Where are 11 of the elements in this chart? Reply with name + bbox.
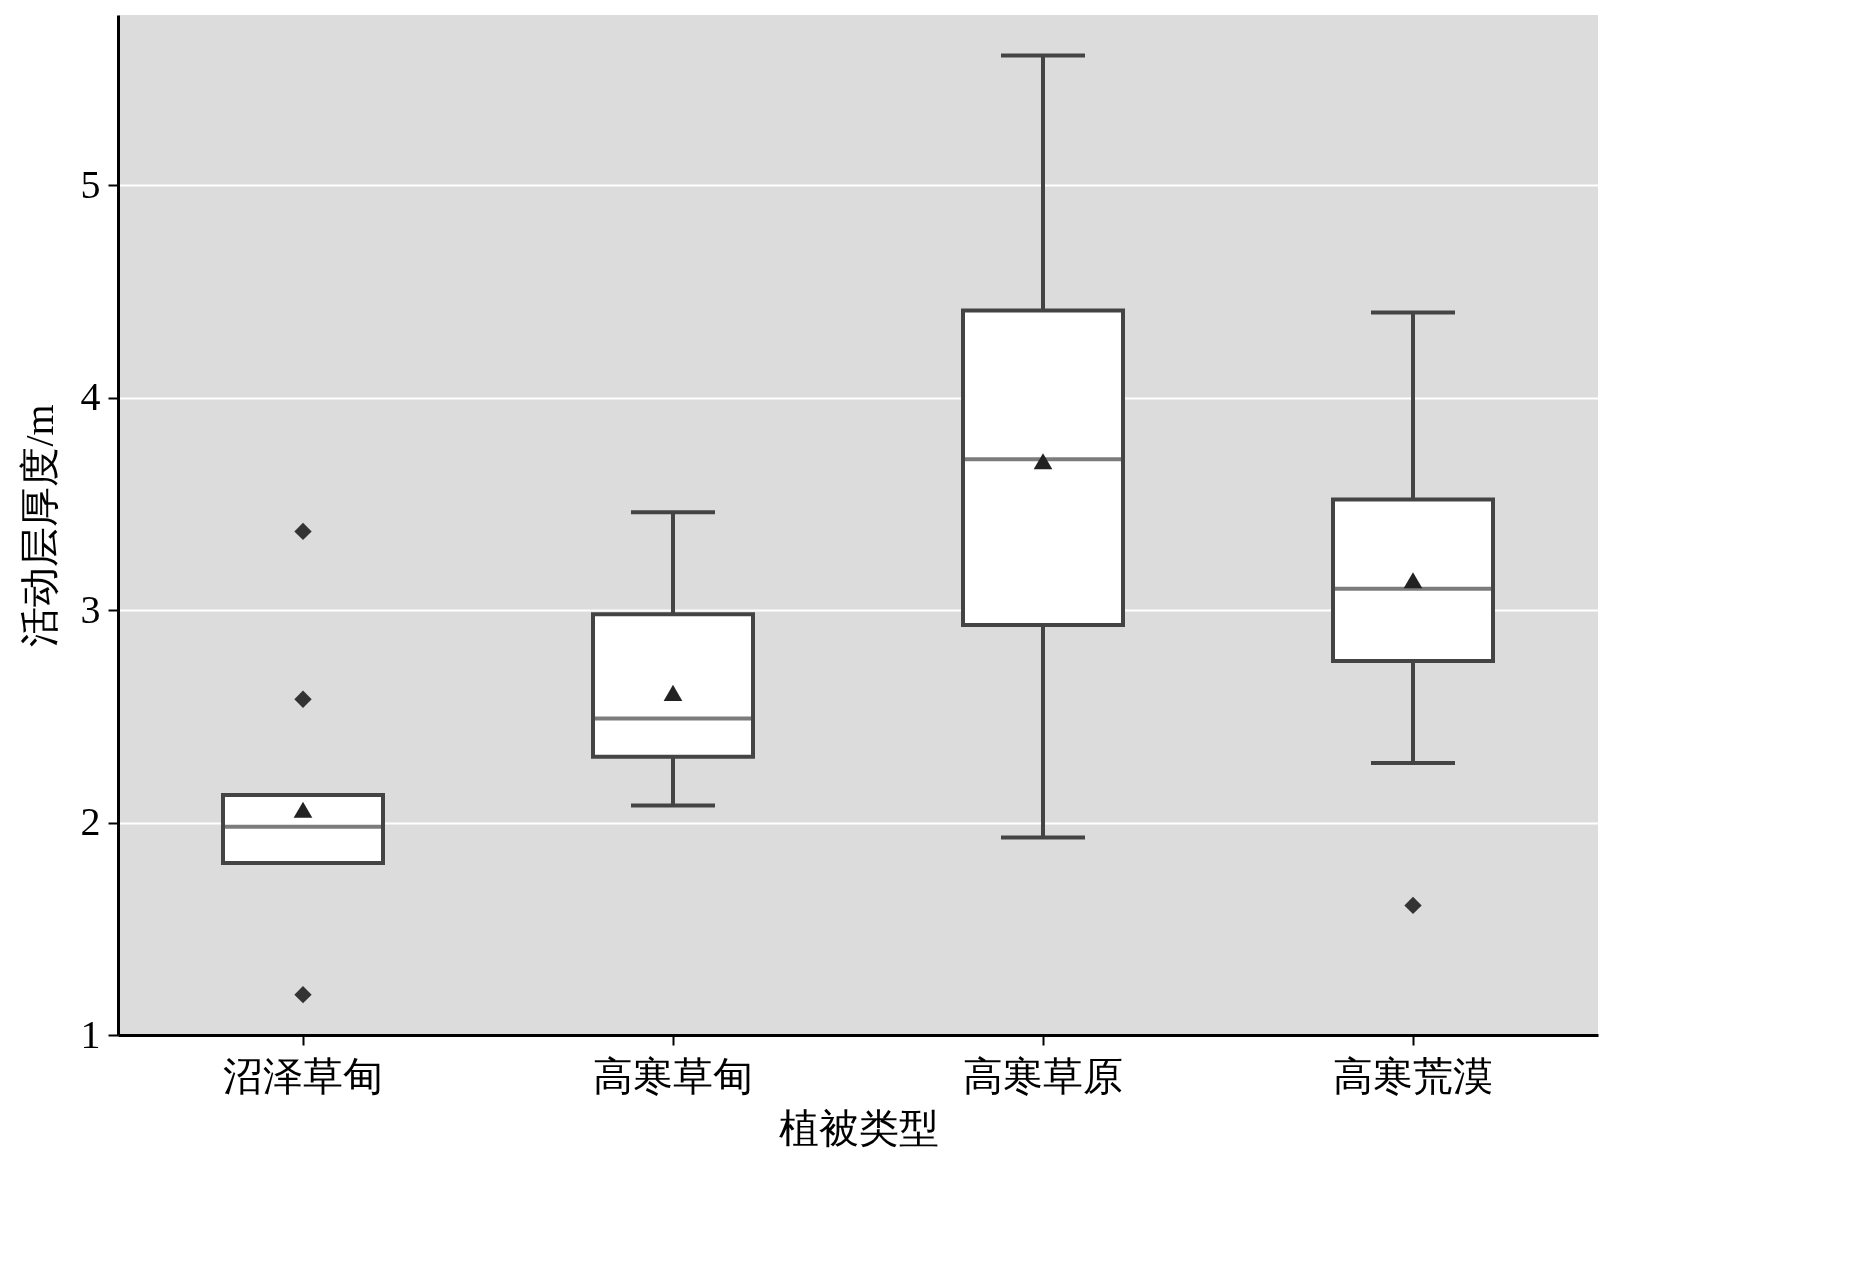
y-tick-label: 3	[80, 586, 101, 632]
y-tick-label: 2	[80, 799, 101, 844]
y-axis-title: 活动层厚度/m	[16, 404, 62, 647]
x-tick-label: 高寒草甸	[593, 1053, 753, 1099]
y-tick-label: 4	[80, 374, 101, 419]
x-axis-title: 植被类型	[778, 1105, 939, 1151]
x-tick-label: 高寒荒漠	[1333, 1053, 1493, 1099]
x-tick-label: 高寒草原	[963, 1053, 1123, 1099]
y-tick-label: 1	[80, 1011, 101, 1057]
y-tick-label: 5	[80, 161, 101, 207]
x-tick-label: 沼泽草甸	[223, 1053, 383, 1099]
